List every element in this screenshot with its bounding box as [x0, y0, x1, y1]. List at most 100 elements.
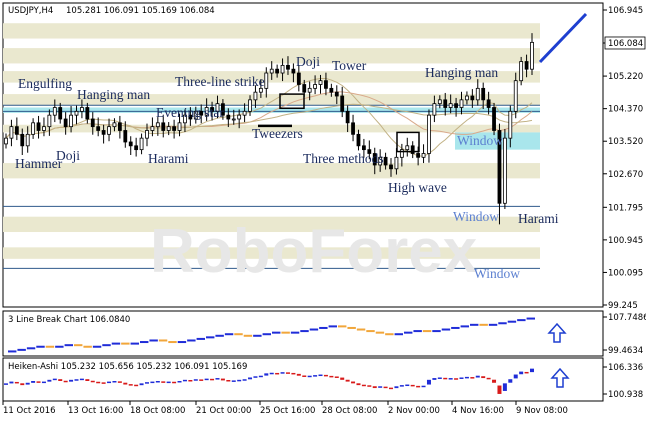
- line-break-brick: [64, 344, 73, 347]
- heiken-ashi-bar: [405, 384, 410, 387]
- heiken-ashi-bar: [302, 375, 307, 377]
- candle-body: [226, 114, 231, 120]
- line-break-brick: [36, 345, 45, 348]
- heiken-ashi-bar: [524, 371, 529, 374]
- candle-body: [231, 118, 236, 121]
- candle-body: [166, 126, 171, 131]
- pattern-label: Tower: [332, 58, 367, 73]
- heiken-ashi-bar: [253, 376, 258, 378]
- candle-body: [519, 61, 524, 82]
- candle-body: [199, 110, 204, 116]
- heiken-ashi-bar: [470, 377, 475, 379]
- candle-body: [96, 126, 101, 131]
- time-axis: 11 Oct 2016 13 Oct 16:00 18 Oct 08:00 21 Oc…: [2, 401, 568, 416]
- heiken-ashi-bar: [329, 375, 334, 378]
- chart-ohlc: 105.281 106.091 105.169 106.084: [66, 6, 215, 16]
- candle-body: [361, 145, 366, 151]
- candle-body: [117, 122, 122, 131]
- heiken-ashi-bar: [237, 379, 242, 382]
- price-zone-band: [3, 94, 540, 106]
- candle-body: [486, 99, 491, 108]
- heiken-ashi-bars: [4, 368, 534, 394]
- heiken-ashi-bar: [107, 381, 112, 384]
- heiken-ashi-bar: [437, 377, 442, 379]
- heiken-ashi-bar: [204, 378, 209, 381]
- up-arrow-shape: [547, 322, 567, 343]
- heiken-ashi-bar: [296, 373, 301, 376]
- pattern-label: Engulfing: [18, 76, 72, 91]
- heiken-ashi-bar: [367, 385, 372, 387]
- line-break-brick: [309, 328, 319, 331]
- candle-body: [139, 137, 144, 151]
- y-tick-label: 106.084: [608, 39, 643, 49]
- candle-body: [215, 103, 220, 112]
- line-break-brick: [356, 328, 366, 331]
- candle-body: [112, 122, 117, 128]
- heiken-ashi-bar: [448, 378, 453, 380]
- heiken-ashi-bar: [280, 372, 285, 374]
- pattern-label: Three-line strike: [175, 74, 265, 89]
- candle-body: [508, 110, 513, 139]
- candle-body: [497, 130, 502, 204]
- y-tick-label: 100.095: [608, 268, 643, 278]
- line-break-brick: [8, 350, 17, 353]
- y-tick-label: 101.795: [608, 203, 643, 213]
- y-tick-label: 102.670: [608, 170, 643, 180]
- candle-body: [101, 130, 106, 135]
- candle-body: [47, 114, 52, 128]
- heiken-ashi-title: Heiken-Ashi 105.232 105.656 105.232 106.…: [8, 362, 247, 372]
- candle-body: [177, 122, 182, 131]
- heiken-ashi-bar: [481, 376, 486, 379]
- line-break-brick: [281, 331, 290, 334]
- candle-body: [204, 107, 209, 116]
- chart-symbol: USDJPY,H4: [8, 6, 53, 16]
- heiken-ashi-bar: [128, 384, 133, 386]
- heiken-ashi-bar: [193, 379, 198, 381]
- candle-body: [530, 41, 534, 70]
- heiken-ashi-bar: [497, 385, 502, 394]
- candle-body: [188, 114, 193, 120]
- pattern-label: Window: [457, 133, 503, 148]
- heiken-ashi-bar: [378, 386, 383, 388]
- candle-body: [42, 126, 46, 131]
- heiken-ashi-bar: [269, 372, 274, 375]
- candle-body: [524, 61, 529, 70]
- y-tick-label: 107.7486: [608, 313, 646, 323]
- heiken-ashi-bar: [36, 381, 41, 383]
- candle-body: [443, 99, 448, 108]
- y-tick-label: 99.245: [608, 301, 638, 311]
- heiken-ashi-bar: [220, 378, 225, 381]
- heiken-ashi-bar: [172, 381, 177, 384]
- heiken-ashi-bar: [502, 383, 507, 391]
- heiken-ashi-bar: [226, 380, 231, 382]
- candle-body: [286, 64, 290, 70]
- heiken-ashi-bar: [134, 384, 139, 387]
- price-zone-band: [3, 48, 540, 64]
- zone-bands: [3, 23, 540, 269]
- candle-body: [31, 122, 36, 135]
- heiken-ashi-bar: [166, 381, 171, 384]
- pattern-label: Doji: [296, 54, 320, 69]
- candle-body: [307, 87, 312, 93]
- line-break-brick: [92, 345, 102, 348]
- y-tick-label: 99.4634: [608, 346, 643, 356]
- line-break-brick: [206, 336, 215, 339]
- x-tick-label: 28 Oct 08:00: [322, 406, 377, 416]
- x-tick-label: 13 Oct 16:00: [68, 406, 123, 416]
- candle-body: [470, 95, 475, 101]
- heiken-ashi-bar: [285, 372, 290, 374]
- line-break-brick: [460, 325, 469, 328]
- candle-body: [383, 156, 388, 166]
- heiken-ashi-bar: [25, 382, 30, 385]
- candle-body: [410, 145, 415, 154]
- candle-body: [221, 103, 225, 116]
- line-break-brick: [26, 347, 36, 350]
- candle-body: [280, 64, 285, 74]
- line-break-brick: [526, 317, 535, 320]
- pattern-label: Harami: [518, 211, 559, 226]
- line-break-brick: [479, 323, 488, 326]
- y-tick-label: 100.938: [608, 390, 643, 400]
- line-break-brick: [253, 334, 262, 337]
- candle-body: [58, 107, 63, 120]
- candle-body: [193, 110, 198, 120]
